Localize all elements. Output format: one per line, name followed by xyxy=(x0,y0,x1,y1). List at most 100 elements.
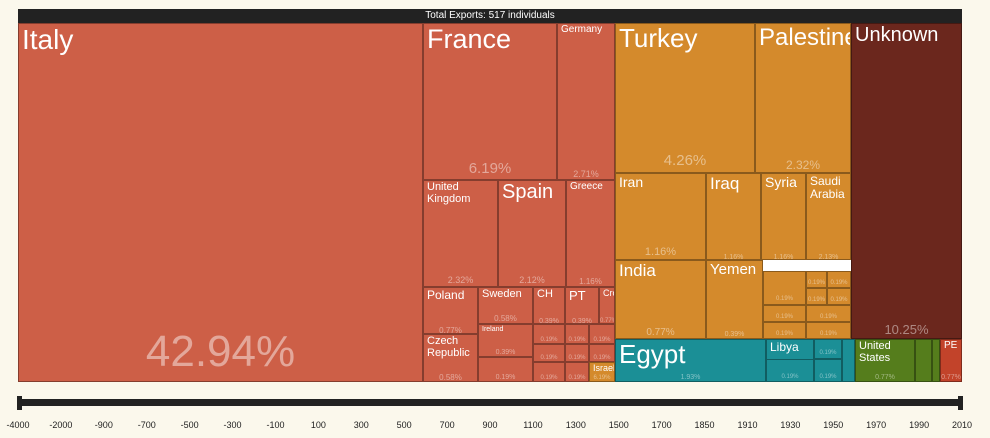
tile-label: Palestine xyxy=(759,24,851,51)
tile-yemen-30[interactable]: Yemen 0.39% xyxy=(706,260,763,339)
tile-percent: 0.19% xyxy=(807,297,825,303)
tile-ireland-12[interactable]: Ireland 0.39% xyxy=(478,324,533,357)
tile-minor-32[interactable]: 0.19% xyxy=(806,271,827,288)
tile-percent: 6.19% xyxy=(593,375,611,381)
tile-minor-19[interactable]: 0.19% xyxy=(565,362,589,382)
tile-france-1[interactable]: France 6.19% xyxy=(423,23,557,180)
tile-minor-35[interactable]: 0.19% xyxy=(827,288,851,305)
tile-iran-25[interactable]: Iran 1.16% xyxy=(615,173,706,260)
tile-minor-46[interactable] xyxy=(842,339,855,382)
tile-saudi-arabia-28[interactable]: Saudi Arabia 2.13% xyxy=(806,173,851,260)
tile-label: Unknown xyxy=(855,24,939,46)
tile-percent: 0.19% xyxy=(568,355,586,361)
tile-percent: 0.19% xyxy=(830,297,848,303)
tile-minor-14[interactable]: 0.19% xyxy=(533,324,565,344)
tile-unknown-40[interactable]: Unknown 10.25% xyxy=(851,23,962,339)
tile-croatia-10[interactable]: Croatia 0.77% xyxy=(599,287,615,324)
tile-minor-34[interactable]: 0.19% xyxy=(827,271,851,288)
tile-italy-0[interactable]: Italy 42.94% xyxy=(18,23,423,382)
tile-poland-6[interactable]: Poland 0.77% xyxy=(423,287,478,334)
tile-percent: 0.58% xyxy=(494,314,517,323)
tile-pe-50[interactable]: PE 0.77% xyxy=(940,339,962,382)
tile-label: Greece xyxy=(570,181,603,192)
tile-united-kingdom-3[interactable]: United Kingdom 2.32% xyxy=(423,180,498,287)
timeline-tick-label: 1500 xyxy=(608,420,629,430)
tile-greece-5[interactable]: Greece 1.16% xyxy=(566,180,615,287)
tile-percent: 1.16% xyxy=(644,246,677,258)
tile-iraq-26[interactable]: Iraq 1.16% xyxy=(706,173,761,260)
tile-label: Poland xyxy=(427,288,465,302)
tile-minor-43[interactable]: 0.19% xyxy=(814,339,842,359)
tile-percent: 0.19% xyxy=(775,296,793,302)
tile-percent: 0.19% xyxy=(819,331,837,337)
tile-percent: 0.19% xyxy=(540,355,558,361)
tile-syria-27[interactable]: Syria 1.16% xyxy=(761,173,806,260)
timeline-tick-label: 500 xyxy=(396,420,412,430)
tile-germany-2[interactable]: Germany 2.71% xyxy=(557,23,615,180)
tile-czech-republic-11[interactable]: Czech Republic 0.58% xyxy=(423,334,478,382)
tile-minor-17[interactable]: 0.19% xyxy=(565,324,589,344)
tile-egypt-41[interactable]: Egypt 1.93% xyxy=(615,339,766,382)
tile-percent: 2.71% xyxy=(573,169,599,179)
tile-percent: 0.19% xyxy=(540,337,558,343)
timeline-tick-label: -700 xyxy=(137,420,156,430)
tile-minor-31[interactable]: 0.19% xyxy=(763,271,806,305)
timeline-handle-end[interactable] xyxy=(958,396,963,410)
tile-percent: 0.77% xyxy=(875,374,895,381)
tile-minor-15[interactable]: 0.19% xyxy=(533,344,565,362)
chart-title: Total Exports: 517 individuals xyxy=(18,9,962,23)
tile-minor-20[interactable]: 0.19% xyxy=(589,324,615,344)
tile-minor-16[interactable]: 0.19% xyxy=(533,362,565,382)
tile-label: Ireland xyxy=(482,326,504,333)
tile-minor-21[interactable]: 0.19% xyxy=(589,344,615,362)
timeline-handle-start[interactable] xyxy=(17,396,22,410)
timeline-tick-label: -500 xyxy=(180,420,199,430)
tile-percent: 0.19% xyxy=(819,314,837,320)
tile-minor-49[interactable] xyxy=(932,339,940,382)
tile-percent: 0.77% xyxy=(600,318,614,324)
tile-percent: 42.94% xyxy=(145,327,296,376)
tile-percent: 0.19% xyxy=(830,280,848,286)
timeline-slider[interactable] xyxy=(17,396,963,410)
tile-percent: 0.77% xyxy=(941,374,961,381)
timeline-tick-label: 1990 xyxy=(909,420,930,430)
timeline-tick-label: 700 xyxy=(439,420,455,430)
tile-sweden-7[interactable]: Sweden 0.58% xyxy=(478,287,533,324)
treemap: Italy 42.94% France 6.19% Germany 2.71% United… xyxy=(18,23,962,382)
timeline-tick-label: 900 xyxy=(482,420,498,430)
tile-israel-22[interactable]: Israel 6.19% xyxy=(589,362,615,382)
tile-united-states-47[interactable]: United States 0.77% xyxy=(855,339,915,382)
tile-minor-48[interactable] xyxy=(915,339,932,382)
tile-palestine-24[interactable]: Palestine 2.32% xyxy=(755,23,851,173)
tile-minor-13[interactable]: 0.19% xyxy=(478,357,533,382)
tile-spain-4[interactable]: Spain 2.12% xyxy=(498,180,566,287)
tile-minor-39[interactable]: 0.19% xyxy=(806,322,851,339)
tile-minor-38[interactable]: 0.19% xyxy=(806,305,851,322)
tile-label: Saudi Arabia xyxy=(810,174,845,201)
tile-label: Yemen xyxy=(710,261,757,278)
tile-minor-36[interactable]: 0.19% xyxy=(763,305,806,322)
tile-label: India xyxy=(619,261,656,280)
tile-percent: 0.19% xyxy=(593,355,611,361)
tile-percent: 0.58% xyxy=(439,373,462,382)
tile-turkey-23[interactable]: Turkey 4.26% xyxy=(615,23,755,173)
tile-pt-9[interactable]: PT 0.39% xyxy=(565,287,599,324)
tile-minor-37[interactable]: 0.19% xyxy=(763,322,806,339)
tile-percent: 0.19% xyxy=(495,374,516,381)
tile-india-29[interactable]: India 0.77% xyxy=(615,260,706,339)
timeline-tick-label: 1300 xyxy=(565,420,586,430)
tile-minor-44[interactable]: 0.19% xyxy=(814,359,842,382)
tile-minor-18[interactable]: 0.19% xyxy=(565,344,589,362)
tile-ch-8[interactable]: CH 0.39% xyxy=(533,287,565,324)
tile-label: CH xyxy=(537,288,553,300)
tile-percent: 0.19% xyxy=(807,280,825,286)
tile-percent: 1.16% xyxy=(723,254,744,260)
tile-label: Sweden xyxy=(482,288,522,300)
tile-minor-33[interactable]: 0.19% xyxy=(806,288,827,305)
tile-minor-45[interactable]: 0.19% xyxy=(766,359,814,382)
tile-percent: 0.19% xyxy=(819,374,837,380)
timeline-tick-label: 100 xyxy=(310,420,326,430)
tile-label: United Kingdom xyxy=(427,181,471,205)
tile-label: Spain xyxy=(502,181,554,203)
timeline-tick-label: 1850 xyxy=(694,420,715,430)
